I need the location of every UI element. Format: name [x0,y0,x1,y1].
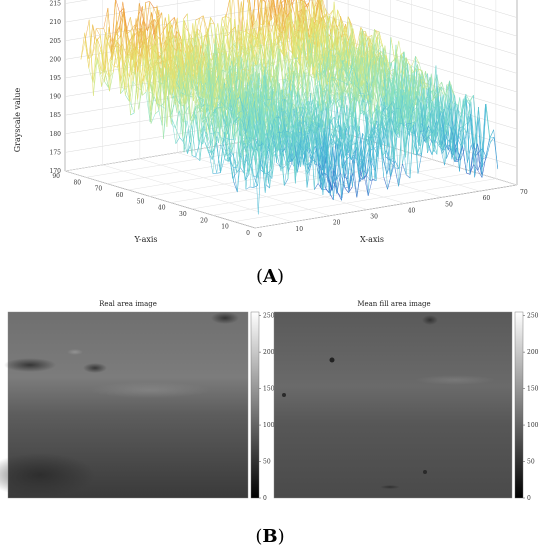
real-area-image-title: Real area image [99,300,157,308]
real-area-image [0,311,249,499]
colorbar-tick-label: 0 [263,495,267,502]
z-tick-label: 200 [50,56,62,63]
y-tick-label: 0 [246,230,250,237]
panel-a-label: (A) [256,266,284,287]
real-area-image-panel: Real area image 0 50 100 150 200 250 [0,300,275,502]
grid-line [177,152,368,210]
z-tick-label: 185 [50,112,62,119]
axes-ticks: 1701751801851901952002052102152200102030… [50,1,528,239]
z-tick-label: 205 [50,38,62,45]
y-axis-label: Y-axis [133,235,157,244]
x-tick-label: 30 [370,214,378,221]
y-tick-label: 20 [200,217,208,224]
y-tick-label: 10 [221,224,229,231]
surface-mesh [80,0,499,215]
y-tick-label: 30 [179,211,187,218]
grid-line [326,16,518,74]
surface-plot: 1701751801851901952002052102152200102030… [13,0,528,244]
mean-fill-area-image [273,311,513,499]
z-tick-label: 175 [50,149,62,156]
y-tick-label: 80 [73,179,81,186]
z-tick-label: 195 [50,75,62,82]
colorbar-tick-label: 100 [263,422,275,429]
grid-line [326,109,518,167]
z-tick-label: 210 [50,19,62,26]
colorbar-tick-label: 200 [527,349,539,356]
grid-line [254,184,518,229]
y-tick-label: 70 [95,186,103,193]
colorbar-tick-label: 100 [527,422,539,429]
colorbar-tick-label: 200 [263,349,275,356]
x-axis-label: X-axis [360,235,384,244]
grid-line [333,0,518,56]
colorbar-tick-label: 250 [263,313,275,320]
grid-line [395,0,518,37]
grid-line [233,178,496,222]
grid-line [457,0,518,18]
z-tick-label: 215 [50,1,62,8]
grid-line [326,34,518,93]
colorbar-tick-label: 0 [527,495,531,502]
y-tick-label: 50 [137,198,145,205]
colorbar-tick-label: 50 [263,459,271,466]
grid-line [212,172,475,216]
grid-line [64,0,316,42]
x-tick-label: 0 [258,232,262,239]
z-tick-label: 190 [50,94,62,101]
colorbar-tick-label: 250 [527,313,539,320]
x-tick-label: 10 [295,226,303,233]
mean-fill-area-image-panel: Mean fill area image 0 50 100 150 200 250 [273,300,539,502]
colorbar-tick-label: 150 [263,386,275,393]
x-tick-label: 70 [520,189,528,196]
grid-line [102,164,293,223]
x-tick-label: 50 [445,201,453,208]
y-tick-label: 60 [116,192,124,199]
colorbar-tick-label: 150 [527,386,539,393]
z-tick-label: 180 [50,131,62,138]
mean-fill-area-colorbar: 0 50 100 150 200 250 [514,311,539,502]
colorbar-tick-label: 50 [527,459,535,466]
grid-line [139,158,330,216]
x-tick-label: 20 [333,220,341,227]
grid-line [170,159,433,203]
x-tick-label: 40 [408,207,416,214]
y-tick-label: 40 [158,205,166,212]
z-tick-label: 170 [50,168,62,175]
grid-line [64,170,256,229]
grid-line [149,153,412,197]
panel-b-label: (B) [255,526,284,547]
x-tick-label: 60 [483,195,491,202]
mean-fill-area-image-title: Mean fill area image [357,300,430,308]
real-area-colorbar: 0 50 100 150 200 250 [250,311,275,502]
y-tick-label: 90 [52,173,60,180]
z-axis-label: Grayscale value [13,88,22,153]
